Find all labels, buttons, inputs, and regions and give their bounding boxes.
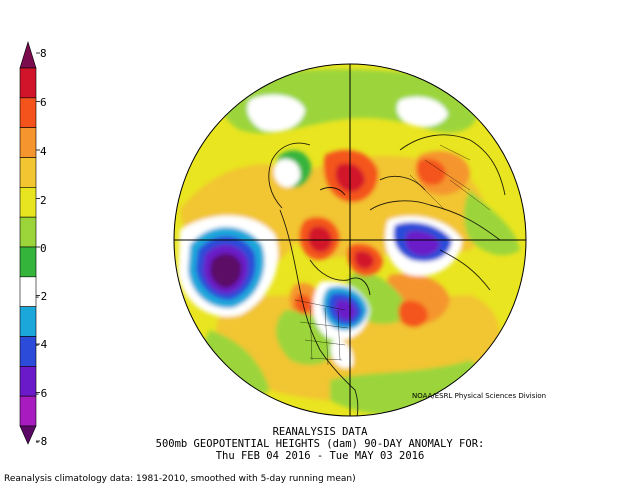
colorbar-block xyxy=(19,306,37,337)
colorbar-color-blocks xyxy=(19,40,37,445)
map-border xyxy=(173,63,527,417)
legend-tick-label: 0 xyxy=(40,242,47,255)
colorbar-bottom-arrow xyxy=(19,425,37,445)
colorbar-block xyxy=(19,216,37,248)
colorbar-legend: 8 6 4 2 0 -2 -4 -6 -8 xyxy=(19,40,48,446)
continent-outlines xyxy=(268,134,506,416)
colorbar-block xyxy=(19,127,37,158)
colorbar-block xyxy=(19,97,37,128)
polar-anomaly-map xyxy=(173,63,527,417)
colorbar-top-arrow xyxy=(19,40,37,69)
legend-tick-label: -4 xyxy=(34,338,48,351)
colorbar-block xyxy=(19,246,37,278)
anomaly-field xyxy=(174,64,526,416)
legend-tick-label: -6 xyxy=(34,387,47,400)
colorbar-block xyxy=(19,187,37,218)
legend-tick-label: 4 xyxy=(40,145,47,158)
caption-line-3: Thu FEB 04 2016 - Tue MAY 03 2016 xyxy=(215,450,425,462)
legend-tick-label: 8 xyxy=(40,47,47,60)
legend-tick-label: -8 xyxy=(34,435,47,446)
legend-tick-label: 6 xyxy=(40,96,47,109)
credit-text: NOAA/ESRL Physical Sciences Division xyxy=(412,392,547,400)
legend-tick-label: 2 xyxy=(40,194,47,207)
country-borders xyxy=(294,144,491,366)
caption-line-1: REANALYSIS DATA xyxy=(272,426,368,438)
colorbar-block xyxy=(19,67,37,99)
colorbar-block xyxy=(19,157,37,188)
colorbar-block xyxy=(19,395,37,427)
caption-line-2: 500mb GEOPOTENTIAL HEIGHTS (dam) 90-DAY … xyxy=(155,438,485,450)
colorbar-tick-marks xyxy=(36,52,40,442)
footer-note: Reanalysis climatology data: 1981-2010, … xyxy=(4,474,356,484)
legend-tick-label: -2 xyxy=(34,290,47,303)
